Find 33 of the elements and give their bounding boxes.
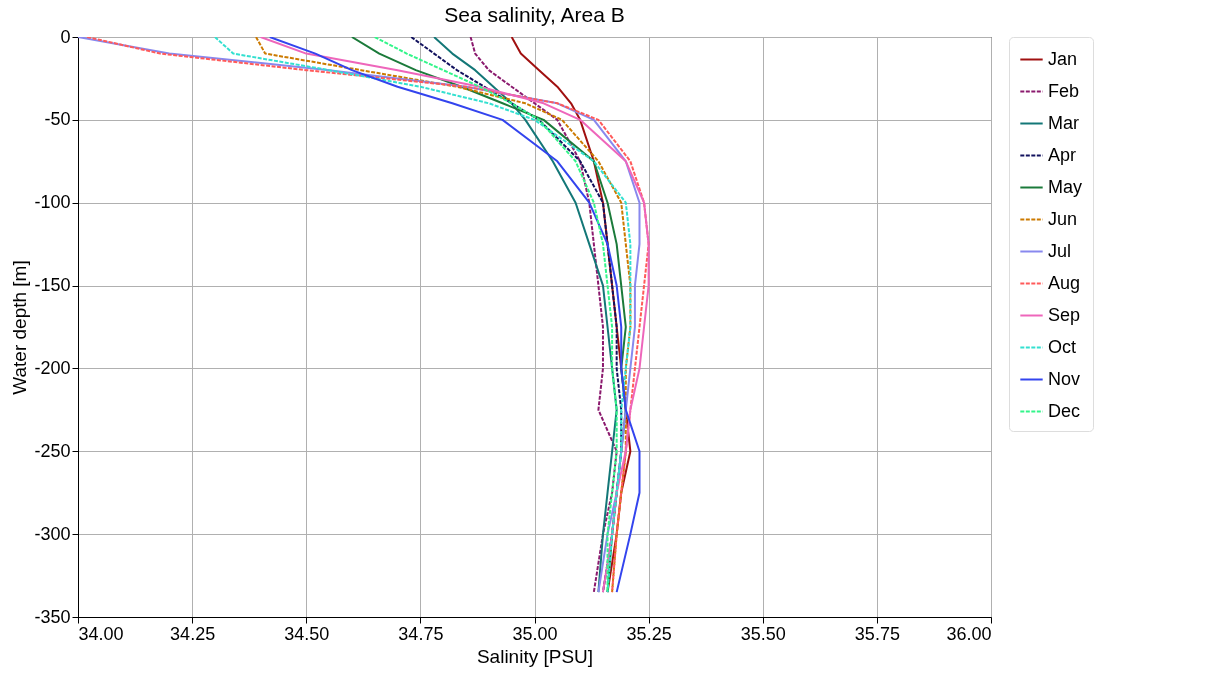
y-tick-label: -100 [34, 192, 71, 213]
line-series [469, 37, 618, 594]
x-axis-title: Salinity [PSU] [476, 645, 594, 667]
legend-label: Apr [1048, 144, 1077, 165]
x-tick-label: 35.50 [740, 623, 786, 644]
y-tick-label: -200 [34, 357, 71, 378]
x-tick-label: 34.75 [398, 623, 444, 644]
x-tick-label: 34.25 [170, 623, 216, 644]
legend-label: Jul [1048, 240, 1072, 261]
legend-label: Feb [1048, 80, 1080, 101]
legend-label: Aug [1048, 272, 1081, 293]
chart-title: Sea salinity, Area B [444, 3, 625, 26]
legend-label: Mar [1048, 112, 1079, 133]
legend-label: Sep [1048, 304, 1081, 325]
legend-label: Jun [1048, 208, 1078, 229]
y-axis-title: Water depth [m] [9, 260, 31, 395]
legend-label: Oct [1048, 336, 1077, 357]
legend-label: Jan [1048, 48, 1078, 69]
y-tick-label: -300 [34, 523, 71, 544]
y-tick-label: 0 [60, 26, 71, 47]
x-tick-label: 35.25 [626, 623, 672, 644]
x-tick-label: 36.00 [946, 623, 992, 644]
legend-label: May [1048, 176, 1083, 197]
legend-label: Nov [1048, 368, 1081, 389]
y-tick-label: -350 [34, 606, 71, 627]
y-tick-label: -250 [34, 440, 71, 461]
legend-label: Dec [1048, 400, 1081, 421]
x-tick-label: 35.00 [512, 623, 558, 644]
x-tick-label: 34.50 [284, 623, 330, 644]
y-tick-label: -50 [44, 109, 71, 130]
x-tick-label: 34.00 [78, 623, 124, 644]
y-tick-label: -150 [34, 275, 71, 296]
x-tick-label: 35.75 [854, 623, 900, 644]
